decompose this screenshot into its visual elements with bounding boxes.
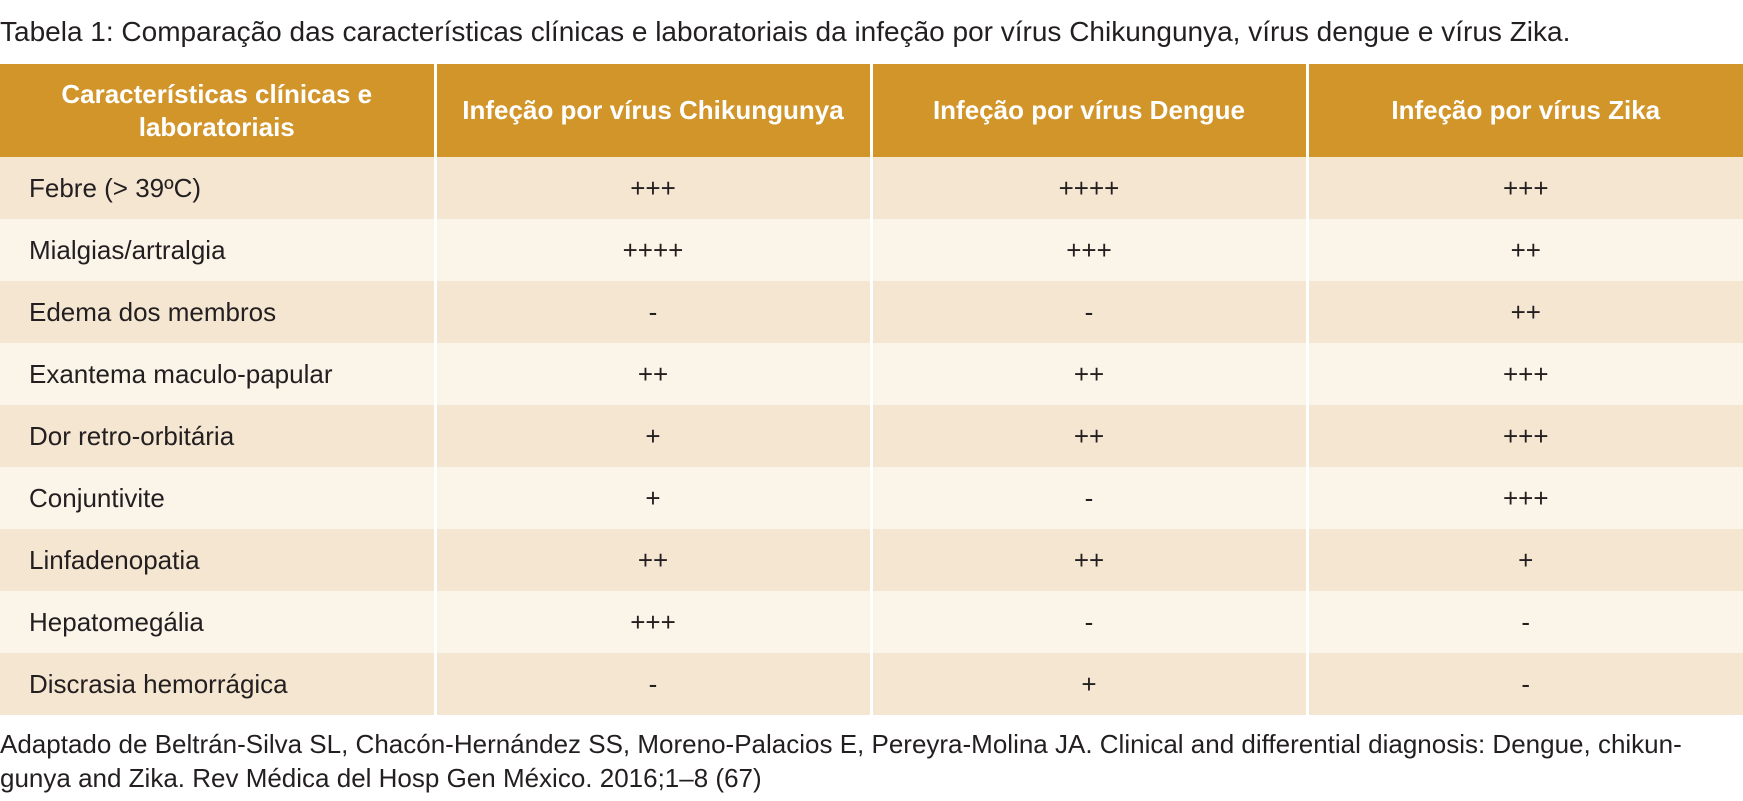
cell-zika: ++: [1305, 281, 1743, 343]
cell-dengue: +: [869, 653, 1307, 715]
column-header-chikungunya: Infeção por vírus Chikungunya: [433, 64, 871, 157]
cell-dengue: -: [869, 467, 1307, 529]
cell-dengue: +++: [869, 219, 1307, 281]
cell-zika: +++: [1305, 467, 1743, 529]
row-label: Discrasia hemorrágica: [0, 653, 435, 715]
cell-dengue: ++: [869, 343, 1307, 405]
cell-zika: +++: [1305, 343, 1743, 405]
table-row: Exantema maculo-papular ++ ++ +++: [0, 343, 1743, 405]
table-row: Mialgias/artralgia ++++ +++ ++: [0, 219, 1743, 281]
column-header-dengue: Infeção por vírus Dengue: [869, 64, 1307, 157]
table-row: Hepatomegália +++ - -: [0, 591, 1743, 653]
column-header-characteristics: Características clínicas e laboratoriais: [0, 64, 435, 157]
cell-chikungunya: ++: [433, 343, 871, 405]
source-note: Adaptado de Beltrán-Silva SL, Chacón-Her…: [0, 727, 1743, 795]
table-caption: Tabela 1: Comparação das características…: [0, 14, 1743, 50]
row-label: Exantema maculo-papular: [0, 343, 435, 405]
row-label: Hepatomegália: [0, 591, 435, 653]
table-caption-label: Tabela 1: [0, 16, 106, 47]
table-row: Conjuntivite + - +++: [0, 467, 1743, 529]
row-label: Edema dos membros: [0, 281, 435, 343]
row-label: Febre (> 39ºC): [0, 157, 435, 219]
cell-dengue: ++: [869, 405, 1307, 467]
cell-zika: +: [1305, 529, 1743, 591]
cell-dengue: ++++: [869, 157, 1307, 219]
cell-chikungunya: -: [433, 653, 871, 715]
table-caption-text: : Comparação das características clínica…: [105, 16, 1571, 47]
row-label: Dor retro-orbitária: [0, 405, 435, 467]
row-label: Mialgias/artralgia: [0, 219, 435, 281]
cell-dengue: ++: [869, 529, 1307, 591]
cell-chikungunya: +: [433, 405, 871, 467]
source-line-1: Adaptado de Beltrán-Silva SL, Chacón-Her…: [0, 729, 1682, 759]
comparison-table: Características clínicas e laboratoriais…: [0, 64, 1743, 715]
cell-zika: +++: [1305, 157, 1743, 219]
row-label: Conjuntivite: [0, 467, 435, 529]
table-row: Edema dos membros - - ++: [0, 281, 1743, 343]
cell-chikungunya: ++++: [433, 219, 871, 281]
table-row: Dor retro-orbitária + ++ +++: [0, 405, 1743, 467]
source-line-2: gunya and Zika. Rev Médica del Hosp Gen …: [0, 763, 762, 793]
cell-chikungunya: ++: [433, 529, 871, 591]
cell-chikungunya: +: [433, 467, 871, 529]
cell-dengue: -: [869, 281, 1307, 343]
table-row: Febre (> 39ºC) +++ ++++ +++: [0, 157, 1743, 219]
cell-chikungunya: +++: [433, 157, 871, 219]
row-label: Linfadenopatia: [0, 529, 435, 591]
column-header-zika: Infeção por vírus Zika: [1305, 64, 1743, 157]
cell-zika: ++: [1305, 219, 1743, 281]
table-row: Discrasia hemorrágica - + -: [0, 653, 1743, 715]
table-row: Linfadenopatia ++ ++ +: [0, 529, 1743, 591]
cell-dengue: -: [869, 591, 1307, 653]
table-header-row: Características clínicas e laboratoriais…: [0, 64, 1743, 157]
cell-zika: -: [1305, 591, 1743, 653]
cell-zika: -: [1305, 653, 1743, 715]
cell-zika: +++: [1305, 405, 1743, 467]
cell-chikungunya: -: [433, 281, 871, 343]
cell-chikungunya: +++: [433, 591, 871, 653]
